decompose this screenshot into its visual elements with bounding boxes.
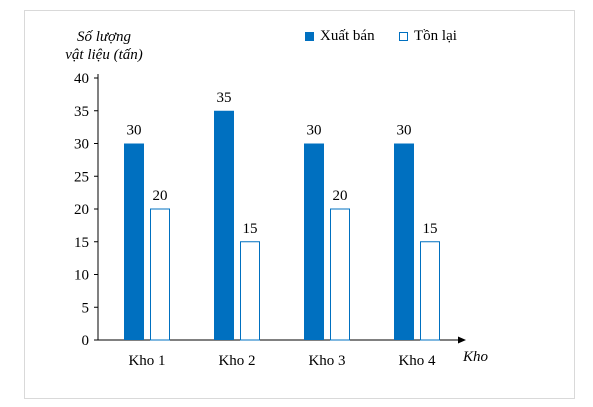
data-label: 30	[127, 123, 142, 139]
y-tick-label: 25	[74, 169, 89, 185]
legend-item-ton-lai: Tồn lại	[399, 28, 457, 45]
data-label: 20	[153, 188, 168, 204]
legend-label-ton-lai: Tồn lại	[414, 28, 457, 44]
y-tick-label: 30	[74, 137, 89, 153]
x-axis-label: Kho	[463, 349, 489, 365]
x-tick-label: Kho 3	[308, 353, 345, 369]
legend-label-xuat-ban: Xuất bán	[320, 28, 375, 44]
bar	[124, 143, 144, 340]
data-label: 35	[217, 90, 232, 106]
x-axis-arrow	[458, 336, 466, 344]
y-tick-label: 20	[74, 202, 89, 218]
bar	[304, 143, 324, 340]
data-label: 15	[423, 221, 438, 237]
chart-frame	[24, 10, 575, 399]
x-tick-label: Kho 2	[218, 353, 255, 369]
legend-swatch-xuat-ban	[305, 32, 314, 41]
y-tick-label: 35	[74, 104, 89, 120]
bar	[150, 208, 170, 341]
x-tick-label: Kho 4	[398, 353, 436, 369]
bar	[214, 110, 234, 340]
data-label: 15	[243, 221, 258, 237]
bar	[330, 208, 350, 341]
y-tick-label: 0	[82, 333, 90, 349]
bar	[420, 241, 440, 341]
y-tick-label: 40	[74, 71, 89, 87]
bar	[394, 143, 414, 340]
y-axis-label: Số lượng vật liệu (tấn)	[44, 28, 164, 64]
legend-item-xuat-ban: Xuất bán	[305, 28, 375, 45]
y-tick-label: 15	[74, 235, 89, 251]
bar	[240, 241, 260, 341]
data-label: 20	[333, 188, 348, 204]
legend-swatch-ton-lai	[399, 32, 408, 41]
data-label: 30	[307, 123, 322, 139]
y-tick-label: 10	[74, 268, 89, 284]
y-axis-label-line-1: Số lượng	[76, 29, 132, 45]
y-axis-label-line-2: vật liệu (tấn)	[65, 47, 143, 63]
x-tick-label: Kho 1	[128, 353, 165, 369]
y-tick-label: 5	[82, 300, 90, 316]
data-label: 30	[397, 123, 412, 139]
